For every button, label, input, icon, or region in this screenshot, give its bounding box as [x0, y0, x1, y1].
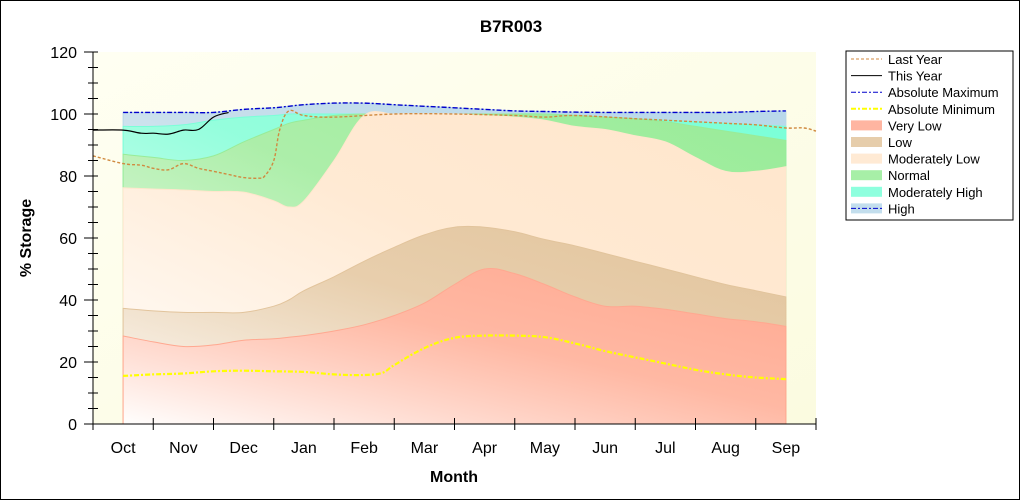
x-tick-label: Jul	[655, 440, 675, 457]
y-tick-label: 80	[59, 169, 77, 186]
x-tick-label: Mar	[411, 440, 439, 457]
band-very-low	[122, 267, 787, 425]
legend-item: Low	[851, 135, 912, 150]
legend-swatch-band	[851, 170, 882, 181]
series-line-last-year	[92, 109, 817, 179]
x-tick-label: Feb	[350, 440, 378, 457]
x-tick-label: Apr	[472, 440, 498, 457]
chart-title: B7R003	[480, 17, 542, 36]
x-tick-label: Aug	[711, 440, 739, 457]
legend-swatch-band	[851, 120, 882, 131]
series-layer	[92, 102, 817, 381]
legend-item: Absolute Minimum	[851, 102, 995, 117]
legend-swatch-band	[851, 186, 882, 197]
y-axis-label: % Storage	[18, 199, 35, 277]
legend-item: Very Low	[851, 118, 942, 133]
x-tick-label: Nov	[169, 440, 197, 457]
legend-label: Last Year	[888, 52, 943, 67]
y-tick-label: 120	[50, 45, 77, 62]
x-tick-label: Oct	[111, 440, 136, 457]
legend-label: Absolute Maximum	[888, 85, 999, 100]
legend-label: Absolute Minimum	[888, 102, 995, 117]
series-line-absolute-maximum	[123, 102, 786, 114]
legend-label: Normal	[888, 168, 930, 183]
y-tick-label: 0	[68, 417, 77, 434]
y-tick-label: 40	[59, 293, 77, 310]
legend-label: This Year	[888, 69, 943, 84]
series-line-absolute-minimum	[123, 334, 786, 381]
series-line-this-year	[92, 111, 229, 135]
x-tick-label: Sep	[772, 440, 801, 457]
legend-swatch-band	[851, 137, 882, 147]
x-tick-label: Jan	[291, 440, 317, 457]
y-tick-label: 20	[59, 355, 77, 372]
legend-label: Low	[888, 135, 912, 150]
legend-item: Normal	[851, 168, 930, 183]
legend-item: Last Year	[851, 52, 943, 67]
y-tick-label: 100	[50, 107, 77, 124]
legend-label: Moderately Low	[888, 152, 980, 167]
legend-item: Moderately Low	[851, 152, 980, 167]
x-axis-label: Month	[430, 469, 478, 486]
legend-label: Very Low	[888, 118, 942, 133]
x-tick-label: Dec	[229, 440, 257, 457]
bands-layer	[122, 102, 787, 425]
legend-label: High	[888, 201, 915, 216]
legend-item: Absolute Maximum	[851, 85, 999, 100]
legend-swatch-band	[851, 153, 882, 164]
legend-label: Moderately High	[888, 185, 983, 200]
legend-item: This Year	[851, 69, 943, 84]
axes-layer: 0 20 40 60 80 100 120 Oct Nov Dec Jan Feb Mar Apr May J…	[50, 45, 817, 457]
y-tick-label: 60	[59, 231, 77, 248]
legend-item: High	[851, 201, 915, 216]
x-tick-label: May	[530, 440, 560, 457]
legend-item: Moderately High	[851, 185, 983, 200]
x-tick-label: Jun	[592, 440, 618, 457]
